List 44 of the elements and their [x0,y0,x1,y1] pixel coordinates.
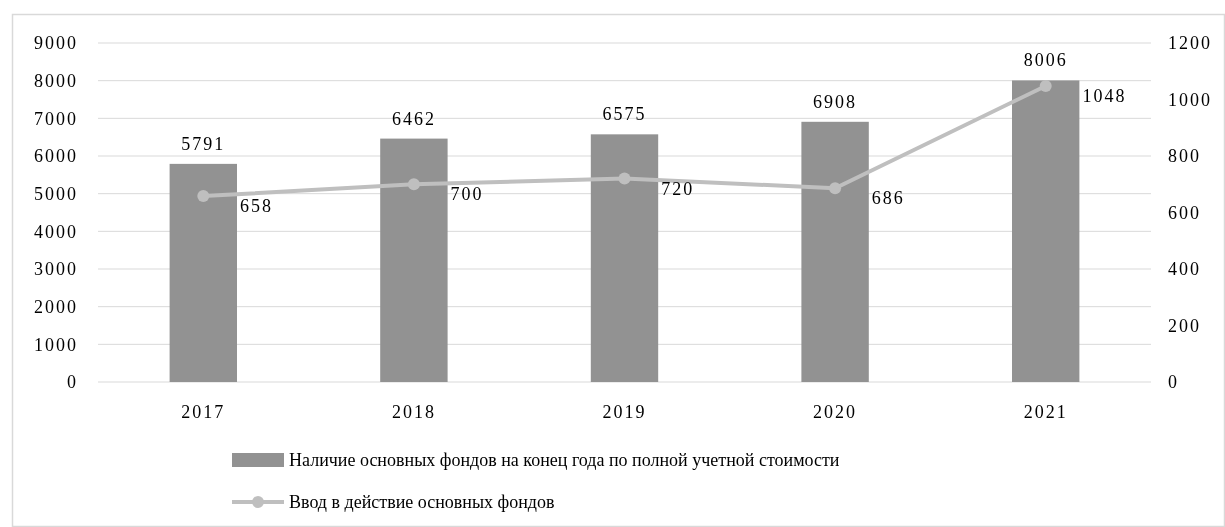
y2-tick-label: 400 [1168,259,1201,280]
y2-tick-label: 200 [1168,315,1201,336]
x-tick-label: 2018 [391,402,436,423]
y-tick-label: 1000 [34,334,78,355]
data-label: 6462 [391,108,436,129]
y-tick-label: 3000 [34,259,78,280]
data-label: 700 [450,184,484,205]
bar [380,138,448,382]
y-tick-label: 8000 [34,70,78,91]
data-label: 686 [871,188,905,209]
bar [801,121,869,382]
y-tick-label: 5000 [34,183,78,204]
y2-tick-label: 1200 [1168,33,1212,54]
y2-tick-label: 0 [1168,372,1179,393]
point [1039,79,1052,92]
x-tick-label: 2019 [602,402,647,423]
data-label: 8006 [1023,50,1068,71]
point [407,178,420,191]
bar [169,163,237,382]
point [829,182,842,195]
legend-label: Ввод в действие основных фондов [289,492,555,513]
y2-tick-label: 600 [1168,202,1201,223]
y-tick-label: 2000 [34,296,78,317]
y2-tick-label: 1000 [1168,89,1212,110]
data-label: 720 [661,178,695,199]
x-tick-label: 2020 [813,402,858,423]
y2-tick-label: 800 [1168,146,1201,167]
data-label: 6575 [602,104,647,125]
y-tick-label: 0 [67,372,78,393]
y-tick-label: 4000 [34,221,78,242]
bar [1012,80,1080,382]
y-tick-label: 7000 [34,108,78,129]
data-label: 658 [240,196,273,217]
point [618,172,631,185]
bar [590,134,659,382]
y-tick-label: 6000 [34,146,78,167]
y-tick-label: 9000 [34,33,78,54]
data-label: 6908 [813,91,858,112]
legend-label: Наличие основных фондов на конец года по полной учетной стоимости [289,450,840,471]
x-tick-label: 2021 [1023,402,1068,423]
data-label: 5791 [181,133,226,154]
point [197,190,210,203]
data-label: 1048 [1082,85,1127,106]
x-tick-label: 2017 [181,402,226,423]
